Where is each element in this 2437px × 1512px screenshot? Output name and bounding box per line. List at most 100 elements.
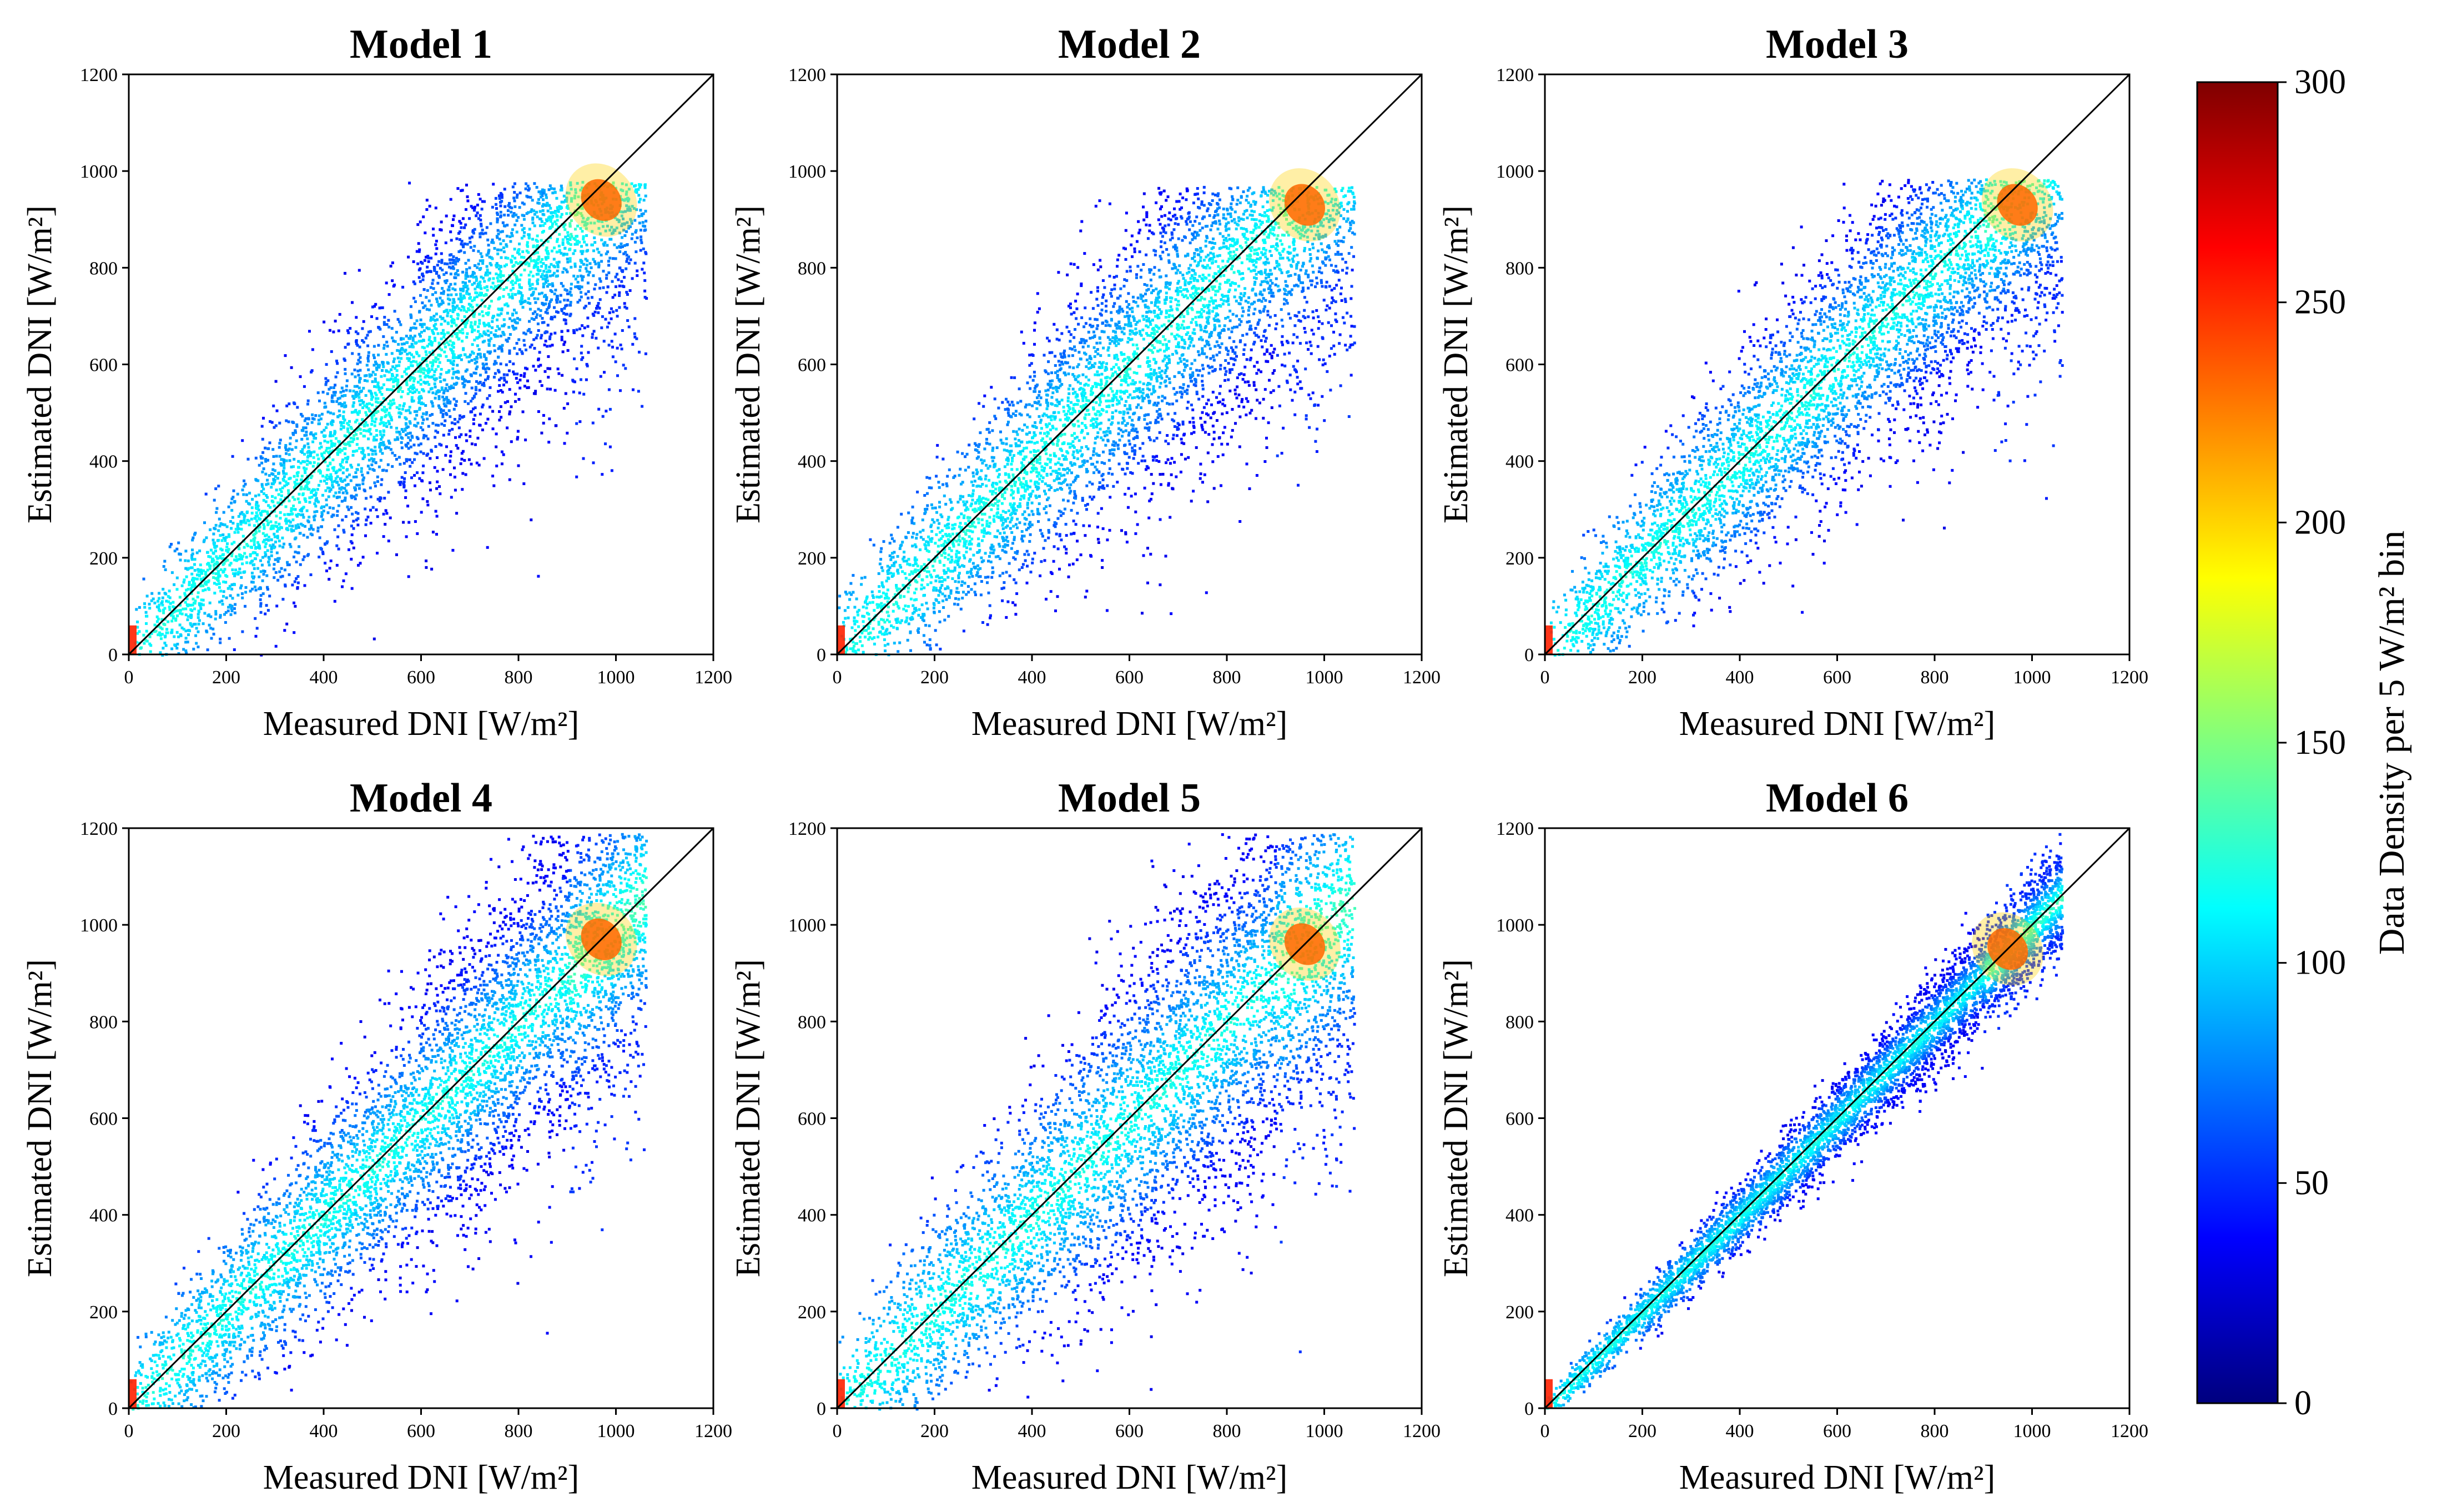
y-tick-label: 1000 [80,162,118,182]
x-tick-label: 1000 [2013,1421,2051,1442]
y-tick-label: 1000 [788,162,826,182]
y-tick-label: 200 [89,548,118,569]
x-tick-label: 800 [505,667,533,688]
y-tick-label: 600 [89,1109,118,1130]
colorbar-gradient [2197,82,2278,1403]
y-axis-label: Estimated DNI [W/m²] [729,205,767,523]
y-tick-label: 0 [1524,1399,1534,1419]
y-tick-label: 400 [798,452,826,472]
density-cloud [838,186,1356,656]
y-tick-label: 800 [798,258,826,279]
y-tick-label: 800 [89,1012,118,1032]
x-tick-label: 200 [920,1421,949,1442]
x-axis-label: Measured DNI [W/m²] [1679,705,1996,743]
x-tick-label: 200 [212,667,240,688]
colorbar-tick-label: 200 [2294,503,2346,541]
density-cloud [131,181,648,657]
colorbar-tick-label: 300 [2294,63,2346,101]
y-axis-label: Estimated DNI [W/m²] [1437,959,1475,1277]
panel-3: 0 200 400 600 800 1000 12000200400600800100012… [1437,22,2148,743]
colorbar-tick-label: 150 [2294,724,2346,762]
one-to-one-line [129,828,713,1408]
x-tick-label: 600 [407,1421,435,1442]
x-axis-label: Measured DNI [W/m²] [971,705,1288,743]
x-axis-label: Measured DNI [W/m²] [1679,1459,1996,1496]
y-tick-label: 600 [1505,355,1534,376]
y-tick-label: 1000 [1496,915,1534,936]
x-tick-label: 600 [1115,667,1144,688]
x-tick-label: 1000 [1306,667,1343,688]
panel-title: Model 3 [1766,22,1909,67]
y-tick-label: 200 [1505,1302,1534,1323]
x-tick-label: 200 [920,667,949,688]
panel-title: Model 6 [1766,775,1909,821]
y-axis-label: Estimated DNI [W/m²] [21,959,59,1277]
one-to-one-line [837,828,1422,1408]
x-tick-label: 400 [1726,667,1754,688]
x-tick-label: 600 [1115,1421,1144,1442]
x-tick-label: 1200 [694,667,732,688]
y-tick-label: 1200 [788,819,826,839]
y-tick-label: 600 [89,355,118,376]
x-tick-label: 0 [833,667,842,688]
x-tick-label: 600 [1823,1421,1851,1442]
x-tick-label: 1000 [597,667,635,688]
panel-5: 0 200 400 600 800 1000 12000200400600800100012… [729,775,1441,1496]
panel-1: 0 200 400 600 800 1000 12000200400600800100012… [21,22,732,743]
density-cloud [1549,178,2064,656]
y-tick-label: 800 [89,258,118,279]
panel-title: Model 4 [350,775,492,821]
y-tick-label: 400 [798,1206,826,1226]
y-tick-label: 600 [1505,1109,1534,1130]
x-tick-label: 200 [212,1421,240,1442]
panel-4: 0 200 400 600 800 1000 12000200400600800100012… [21,775,732,1496]
y-tick-label: 600 [798,355,826,376]
y-tick-label: 400 [89,1206,118,1226]
y-tick-label: 400 [1505,1206,1534,1226]
x-tick-label: 800 [1213,667,1241,688]
y-tick-label: 0 [108,1399,118,1419]
y-axis-label: Estimated DNI [W/m²] [21,205,59,523]
one-to-one-line [1545,74,2129,654]
y-tick-label: 800 [1505,1012,1534,1032]
colorbar-label: Data Density per 5 W/m² bin [2371,531,2412,955]
y-tick-label: 400 [89,452,118,472]
x-tick-label: 200 [1628,667,1656,688]
x-tick-label: 800 [1921,667,1949,688]
x-tick-label: 1000 [597,1421,635,1442]
y-tick-label: 200 [89,1302,118,1323]
x-tick-label: 1200 [694,1421,732,1442]
x-tick-label: 800 [505,1421,533,1442]
x-tick-label: 600 [407,667,435,688]
panels: 0 200 400 600 800 1000 1200 0 200 400 600 800 1000 12… [21,22,2148,1496]
x-tick-label: 400 [310,667,338,688]
y-axis-label: Estimated DNI [W/m²] [1437,205,1475,523]
x-tick-label: 1200 [1403,1421,1441,1442]
y-tick-label: 0 [817,1399,826,1419]
y-tick-label: 0 [108,645,118,666]
y-tick-label: 400 [1505,452,1534,472]
x-tick-label: 400 [310,1421,338,1442]
x-tick-label: 1200 [1403,667,1441,688]
y-tick-label: 800 [798,1012,826,1032]
x-tick-label: 1000 [2013,667,2051,688]
x-axis-label: Measured DNI [W/m²] [263,705,580,743]
x-axis-label: Measured DNI [W/m²] [971,1459,1288,1496]
x-tick-label: 1200 [2111,1421,2148,1442]
y-tick-label: 1200 [788,65,826,85]
y-tick-label: 0 [817,645,826,666]
x-tick-label: 0 [1540,1421,1550,1442]
y-tick-label: 600 [798,1109,826,1130]
panel-2: 0 200 400 600 800 1000 12000200400600800100012… [729,22,1441,743]
one-to-one-line [837,74,1422,654]
panel-title: Model 2 [1058,22,1201,67]
y-tick-label: 1200 [1496,819,1534,839]
x-tick-label: 0 [124,1421,134,1442]
y-tick-label: 0 [1524,645,1534,666]
y-tick-label: 200 [798,1302,826,1323]
x-tick-label: 200 [1628,1421,1656,1442]
x-tick-label: 400 [1018,667,1046,688]
y-tick-label: 800 [1505,258,1534,279]
one-to-one-line [129,74,713,654]
x-axis-label: Measured DNI [W/m²] [263,1459,580,1496]
